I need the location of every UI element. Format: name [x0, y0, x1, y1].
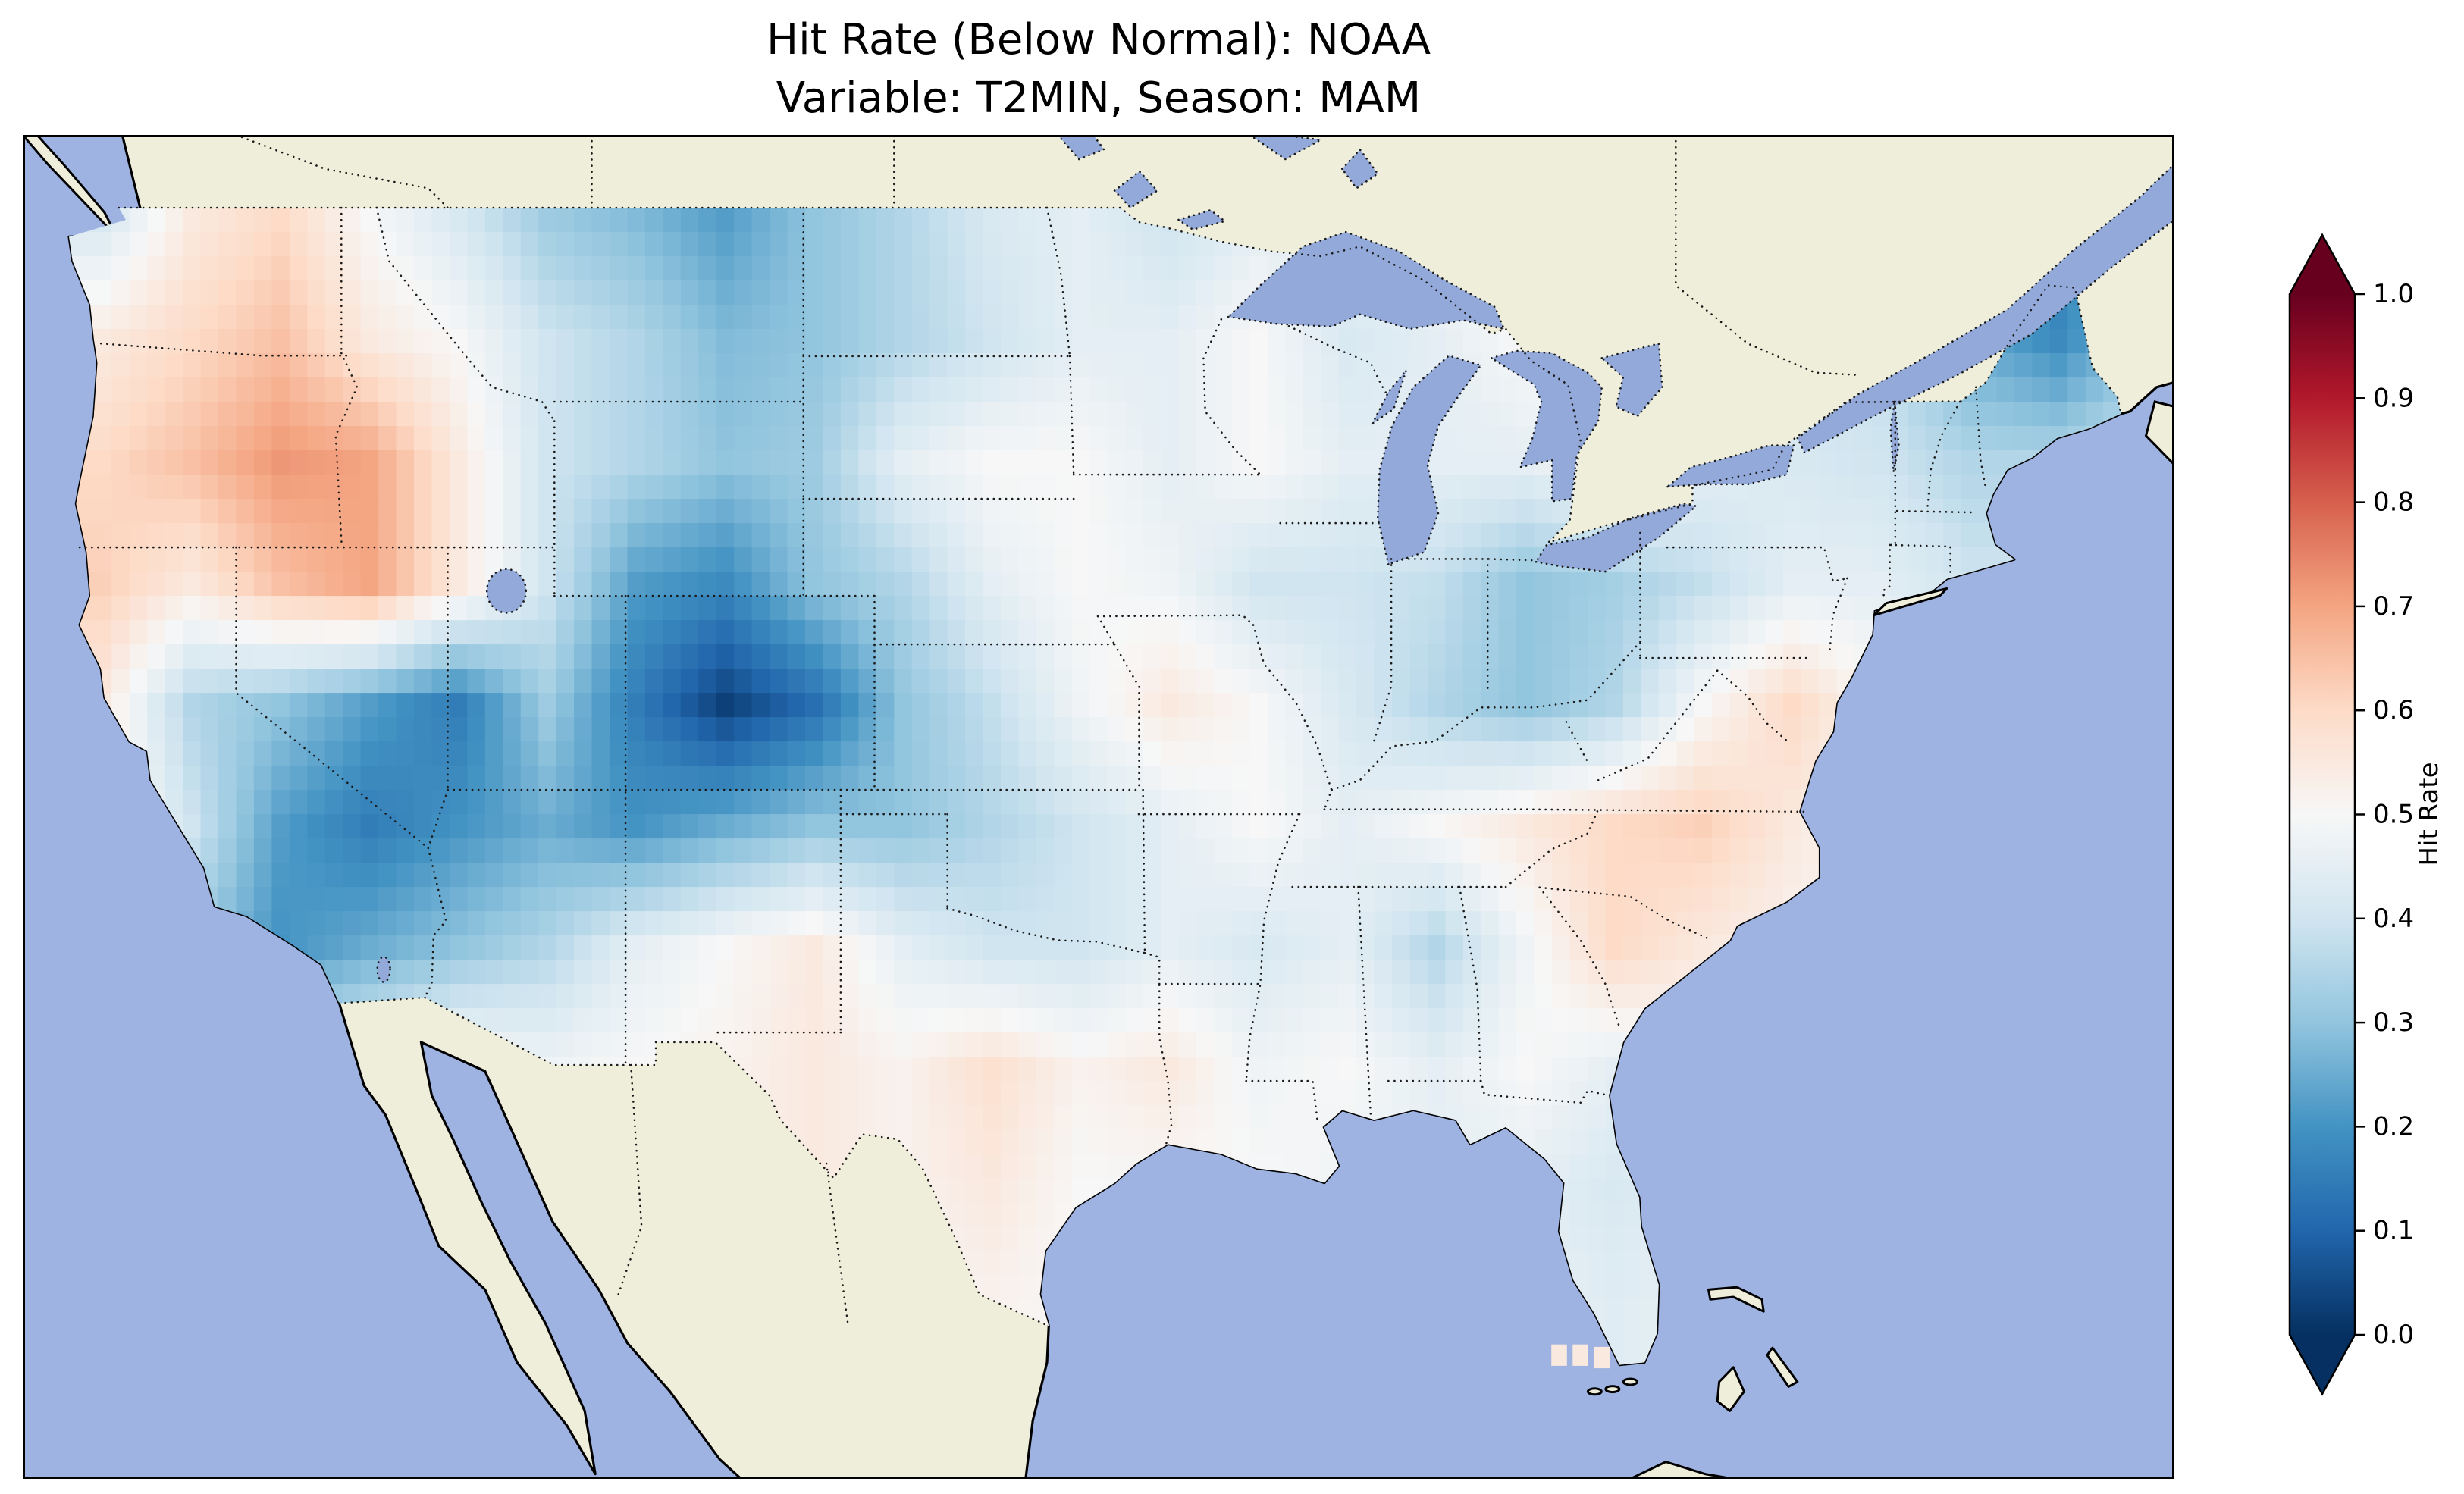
lake-north-ontario — [1248, 135, 1324, 161]
us-mexico-border — [338, 996, 1050, 1327]
rainy-lake — [1176, 208, 1227, 231]
stray-data-cell — [1594, 1346, 1610, 1369]
colorbar-tick-label: 0.2 — [2373, 1111, 2414, 1142]
georgian-bay — [1600, 342, 1663, 418]
colorbar: Hit Rate 1.0 0.9 0.8 0.7 0.6 0.5 0.4 0.3 0.2 0.1 0… — [2288, 233, 2444, 1396]
colorbar-tick-label: 0.0 — [2373, 1320, 2414, 1350]
lake-huron — [1489, 349, 1603, 503]
title-line-2: Variable: T2MIN, Season: MAM — [776, 74, 1422, 124]
florida-keys — [1604, 1385, 1621, 1394]
eleuthera — [1766, 1346, 1799, 1388]
lake-of-the-woods — [1113, 170, 1159, 209]
lake-ontario — [1664, 444, 1795, 488]
lake-superior — [1226, 230, 1506, 330]
grand-bahama — [1707, 1286, 1765, 1313]
us-canada-border — [118, 206, 2122, 545]
colorbar-tick-label: 0.1 — [2373, 1216, 2414, 1246]
lake-nipigon — [1340, 148, 1380, 190]
map-axes — [23, 135, 2174, 1479]
lake-michigan — [1376, 354, 1483, 566]
colorbar-tick-label: 0.6 — [2373, 695, 2414, 725]
state-borders — [78, 135, 2122, 1327]
st-lawrence-river — [1796, 162, 2174, 454]
lake-champlain — [1889, 401, 1900, 473]
colorbar-tick-label: 0.5 — [2373, 800, 2414, 830]
andros-island — [1716, 1366, 1745, 1412]
colorbar-label: Hit Rate — [2414, 762, 2444, 866]
stray-data-cell — [1551, 1344, 1567, 1366]
cuba — [1629, 1461, 1735, 1479]
green-bay — [1372, 369, 1408, 424]
stray-data-cell — [1572, 1344, 1588, 1366]
colorbar-tick-label: 0.9 — [2373, 383, 2414, 413]
colorbar-tick-label: 1.0 — [2373, 279, 2414, 309]
islands — [1586, 587, 1948, 1479]
figure-title: Hit Rate (Below Normal): NOAA Variable: … — [23, 11, 2174, 128]
colorbar-gradient-bar — [2290, 294, 2355, 1335]
colorbar-ticks: 1.0 0.9 0.8 0.7 0.6 0.5 0.4 0.3 0.2 0.1 0.0 — [2355, 279, 2414, 1350]
nova-scotia — [2144, 400, 2174, 467]
salton-sea — [376, 955, 391, 983]
title-line-1: Hit Rate (Below Normal): NOAA — [766, 15, 1431, 64]
florida-keys — [1622, 1377, 1638, 1386]
great-salt-lake — [485, 568, 528, 614]
florida-keys — [1586, 1387, 1603, 1396]
colorbar-tick-label: 0.7 — [2373, 591, 2414, 622]
colorbar-extend-triangle-bottom — [2290, 1335, 2355, 1394]
colorbar-tick-label: 0.4 — [2373, 904, 2414, 934]
colorbar-tick-label: 0.3 — [2373, 1007, 2414, 1038]
long-island — [1873, 587, 1948, 617]
lakes — [376, 135, 2174, 983]
colorbar-tick-label: 0.8 — [2373, 487, 2414, 518]
colorbar-extend-triangle-top — [2290, 235, 2355, 294]
lake-manitoba-area — [1056, 135, 1106, 161]
map-frame — [23, 135, 2174, 1479]
